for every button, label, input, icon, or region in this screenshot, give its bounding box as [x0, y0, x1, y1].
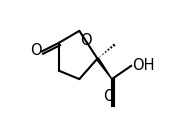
Text: O: O — [80, 33, 92, 48]
Text: O: O — [30, 43, 41, 58]
Text: O: O — [103, 89, 115, 104]
Polygon shape — [97, 58, 112, 79]
Text: OH: OH — [132, 58, 154, 73]
